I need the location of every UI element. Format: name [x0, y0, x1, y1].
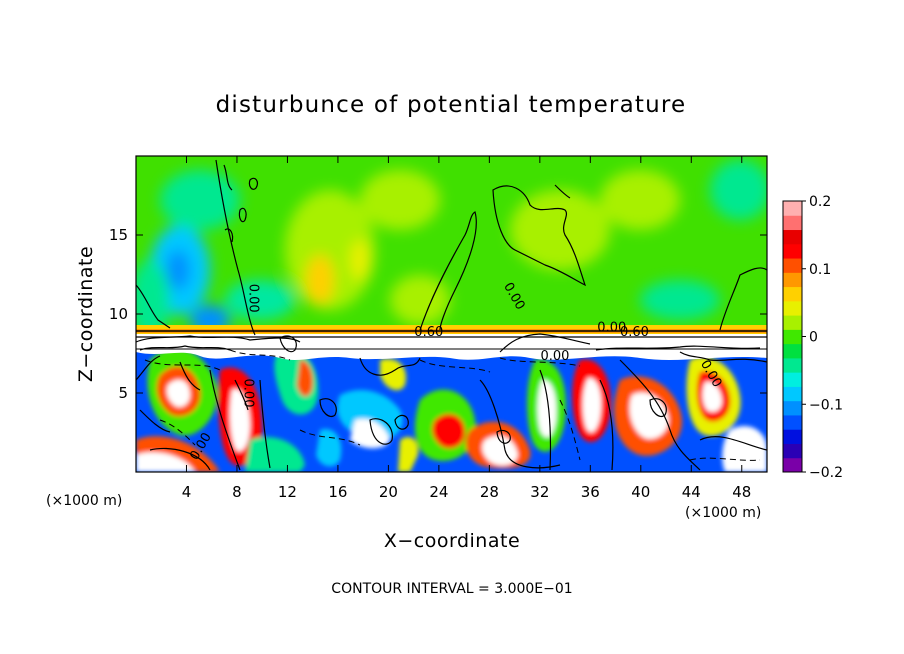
colorbar-swatch: [783, 300, 802, 316]
y-axis: 5 10 15: [109, 226, 767, 402]
colorbar-tick-label: 0.1: [809, 262, 831, 278]
contour-label: 0.00: [541, 349, 570, 364]
y-tick-label: 10: [109, 305, 128, 323]
colorbar-swatch: [783, 215, 802, 231]
contour-lines: [136, 159, 767, 471]
contour-interval-note: CONTOUR INTERVAL = 3.000E−01: [331, 581, 572, 597]
colorbar-swatch: [783, 315, 802, 330]
colorbar-swatch: [783, 343, 802, 359]
colorbar-swatch: [783, 386, 802, 402]
colorbar-swatch: [783, 429, 802, 444]
colorbar-swatch: [783, 372, 802, 387]
x-axis: 4 8 12 16 20 24 28 32 36 40 44 48: [182, 156, 751, 501]
contour-label: 0.60: [620, 325, 649, 340]
chart-title: disturbunce of potential temperature: [216, 92, 687, 118]
colorbar-swatch: [783, 201, 802, 216]
x-tick-label: 28: [480, 483, 499, 501]
colorbar-swatch: [783, 443, 802, 459]
upper-field-patches: [136, 160, 767, 340]
colorbar-swatch: [783, 414, 802, 430]
y-axis-label: Z−coordinate: [75, 246, 97, 382]
x-unit-label: (×1000 m): [685, 505, 761, 521]
plot-area: 0.000.000.000.000.000.60 0.600.000.00: [136, 156, 767, 472]
colorbar-swatch: [783, 357, 802, 373]
x-tick-label: 48: [732, 483, 751, 501]
contour-label: 0.00: [597, 320, 626, 335]
colorbar-tick-label: 0: [809, 330, 818, 346]
colorbar-swatch: [783, 400, 802, 416]
colorbar-swatch: [783, 457, 802, 473]
colorbar-tick-label: −0.1: [809, 397, 843, 413]
contour-label: 0.00: [241, 379, 256, 408]
x-tick-label: 8: [232, 483, 242, 501]
contour-label: 0.00: [246, 284, 261, 313]
x-tick-label: 12: [278, 483, 297, 501]
colorbar-swatch: [783, 243, 802, 259]
x-tick-label: 16: [328, 483, 347, 501]
y-tick-label: 15: [109, 226, 128, 244]
colorbar-tick-label: 0.2: [809, 194, 831, 210]
x-axis-label: X−coordinate: [384, 530, 520, 552]
x-tick-label: 4: [182, 483, 192, 501]
colorbar: 0.2 0.1 0 −0.1 −0.2: [782, 194, 843, 481]
x-tick-label: 40: [631, 483, 650, 501]
colorbar-tick-label: −0.2: [809, 465, 843, 481]
colorbar-swatch: [783, 286, 802, 302]
colorbar-swatch: [783, 258, 802, 273]
x-tick-label: 24: [429, 483, 448, 501]
x-tick-label: 20: [379, 483, 398, 501]
y-tick-label: 5: [118, 384, 128, 402]
x-tick-label: 32: [530, 483, 549, 501]
x-tick-label: 36: [581, 483, 600, 501]
colorbar-swatch: [783, 329, 802, 345]
z-unit-label: (×1000 m): [46, 493, 122, 509]
contour-lines-dashed: [144, 349, 761, 461]
colorbar-swatch: [783, 229, 802, 245]
x-tick-label: 44: [682, 483, 701, 501]
colorbar-swatch: [783, 272, 802, 288]
contour-label: 0.60: [414, 325, 443, 340]
